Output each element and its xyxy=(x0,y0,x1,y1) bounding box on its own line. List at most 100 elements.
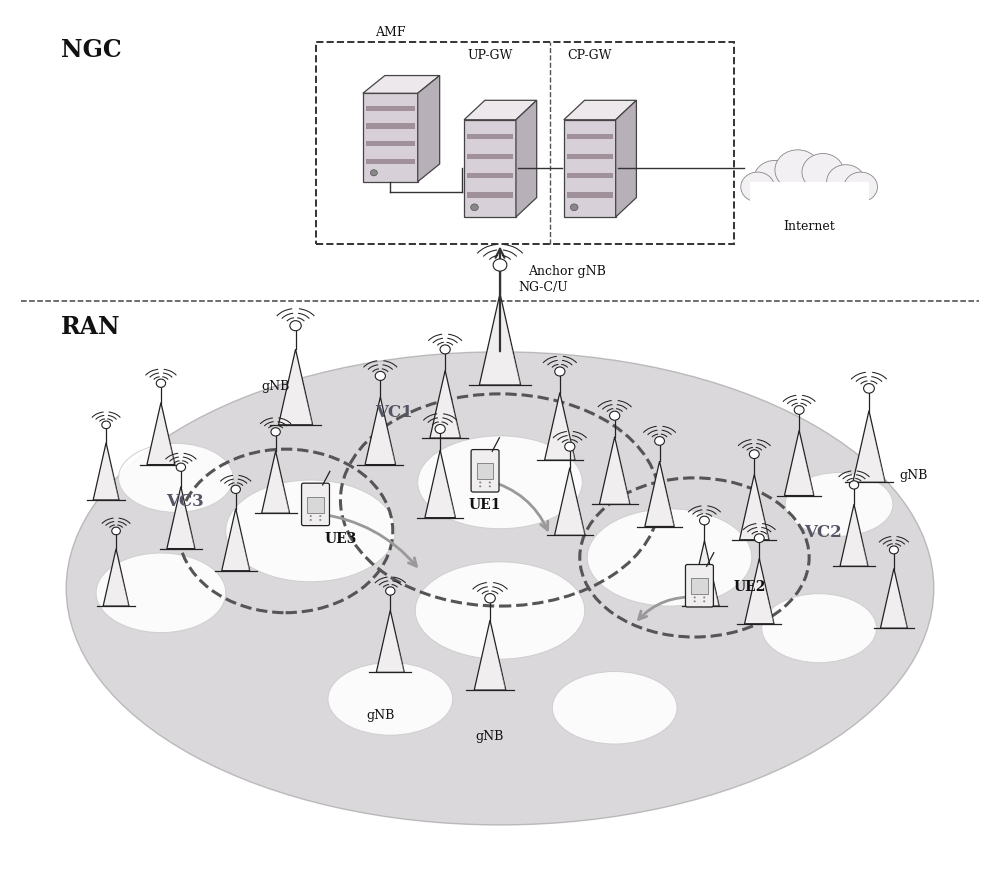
Polygon shape xyxy=(376,610,404,672)
Polygon shape xyxy=(117,558,129,606)
Text: Anchor gNB: Anchor gNB xyxy=(528,265,606,278)
Text: RAN: RAN xyxy=(61,315,121,338)
Circle shape xyxy=(889,547,898,555)
Polygon shape xyxy=(516,101,537,218)
Polygon shape xyxy=(366,159,415,165)
Polygon shape xyxy=(366,106,415,112)
Circle shape xyxy=(319,519,321,521)
Circle shape xyxy=(310,516,312,517)
Text: UE1: UE1 xyxy=(469,497,501,511)
Polygon shape xyxy=(365,398,396,465)
Polygon shape xyxy=(297,361,313,425)
Bar xyxy=(750,183,869,206)
Text: NG-C/U: NG-C/U xyxy=(518,281,568,293)
Polygon shape xyxy=(502,308,521,385)
Circle shape xyxy=(741,173,774,203)
Polygon shape xyxy=(442,461,455,518)
Circle shape xyxy=(565,443,575,452)
Circle shape xyxy=(655,437,664,446)
Bar xyxy=(691,579,708,595)
Ellipse shape xyxy=(762,594,876,663)
Text: gNB: gNB xyxy=(476,729,504,742)
Circle shape xyxy=(849,481,859,489)
Polygon shape xyxy=(93,443,119,501)
Polygon shape xyxy=(855,514,868,567)
Circle shape xyxy=(271,428,280,437)
Ellipse shape xyxy=(119,444,233,513)
Circle shape xyxy=(610,412,620,421)
Ellipse shape xyxy=(587,509,752,606)
Polygon shape xyxy=(382,408,396,465)
Polygon shape xyxy=(745,559,774,624)
Polygon shape xyxy=(492,631,506,690)
Circle shape xyxy=(319,516,321,517)
Polygon shape xyxy=(430,371,460,439)
Polygon shape xyxy=(616,447,630,505)
Circle shape xyxy=(802,154,844,191)
Polygon shape xyxy=(467,135,513,140)
Polygon shape xyxy=(571,478,585,536)
Text: UE2: UE2 xyxy=(733,579,765,594)
Polygon shape xyxy=(895,578,907,628)
Circle shape xyxy=(570,205,578,212)
Polygon shape xyxy=(706,551,719,606)
Ellipse shape xyxy=(415,563,585,659)
Polygon shape xyxy=(237,518,250,571)
Circle shape xyxy=(694,601,696,602)
FancyBboxPatch shape xyxy=(302,484,329,526)
Polygon shape xyxy=(880,569,907,628)
Polygon shape xyxy=(107,452,119,501)
Polygon shape xyxy=(222,509,250,571)
Polygon shape xyxy=(871,422,885,483)
Polygon shape xyxy=(567,135,613,140)
Polygon shape xyxy=(567,174,613,179)
Circle shape xyxy=(703,597,705,599)
Polygon shape xyxy=(464,120,516,218)
Circle shape xyxy=(435,425,445,434)
Polygon shape xyxy=(363,76,440,94)
Circle shape xyxy=(112,527,120,535)
Polygon shape xyxy=(447,381,460,439)
Circle shape xyxy=(694,597,696,599)
Circle shape xyxy=(844,173,877,203)
Polygon shape xyxy=(467,174,513,179)
Circle shape xyxy=(489,486,491,488)
Polygon shape xyxy=(840,505,868,567)
Circle shape xyxy=(290,322,301,331)
Polygon shape xyxy=(467,154,513,159)
Ellipse shape xyxy=(66,353,934,825)
Polygon shape xyxy=(182,496,195,549)
Polygon shape xyxy=(279,350,313,425)
Polygon shape xyxy=(162,412,175,465)
Polygon shape xyxy=(479,294,521,385)
Bar xyxy=(307,497,324,513)
Polygon shape xyxy=(599,438,630,505)
Polygon shape xyxy=(425,450,455,518)
Polygon shape xyxy=(418,76,440,183)
Bar xyxy=(316,43,734,245)
Polygon shape xyxy=(363,94,418,183)
Circle shape xyxy=(700,517,709,525)
Polygon shape xyxy=(661,471,674,527)
Polygon shape xyxy=(853,411,885,483)
Text: AMF: AMF xyxy=(375,27,406,39)
Circle shape xyxy=(471,205,478,212)
FancyBboxPatch shape xyxy=(685,565,713,607)
Polygon shape xyxy=(474,620,506,690)
Ellipse shape xyxy=(96,554,226,633)
Text: VC3: VC3 xyxy=(166,493,204,509)
Circle shape xyxy=(156,380,166,388)
Polygon shape xyxy=(467,193,513,198)
Text: Internet: Internet xyxy=(783,219,835,232)
Polygon shape xyxy=(756,485,769,540)
Text: gNB: gNB xyxy=(261,380,290,393)
Circle shape xyxy=(479,486,481,488)
Circle shape xyxy=(479,482,481,484)
Circle shape xyxy=(703,601,705,602)
Polygon shape xyxy=(366,124,415,129)
Circle shape xyxy=(231,486,240,494)
Polygon shape xyxy=(567,154,613,159)
Polygon shape xyxy=(545,393,575,461)
Circle shape xyxy=(775,151,820,190)
Circle shape xyxy=(176,463,186,472)
